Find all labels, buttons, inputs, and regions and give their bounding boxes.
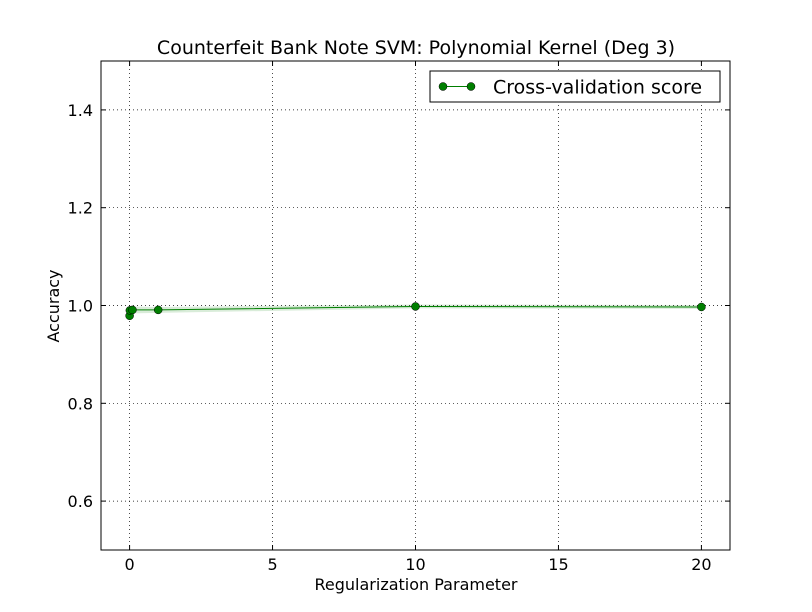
x-tick-label: 20 <box>691 555 711 574</box>
chart-title: Counterfeit Bank Note SVM: Polynomial Ke… <box>157 37 675 59</box>
data-point <box>153 305 163 315</box>
ticks-group: 0 5 10 15 20 0.6 0.8 1.0 1.2 1.4 <box>68 61 730 574</box>
plot-frame <box>100 60 731 551</box>
legend-label: Cross-validation score <box>493 77 702 99</box>
data-point <box>128 305 137 315</box>
y-tick-label: 1.0 <box>68 297 93 316</box>
x-tick-label: 15 <box>548 555 568 574</box>
y-tick-label: 0.8 <box>68 394 93 413</box>
y-tick-label: 1.2 <box>68 199 93 218</box>
data-point <box>411 302 420 311</box>
data-point <box>697 302 706 312</box>
x-tick-label: 10 <box>405 555 425 574</box>
legend-swatch-marker <box>438 82 448 91</box>
legend: Cross-validation score <box>429 70 721 103</box>
series-group <box>125 302 706 321</box>
y-axis-label: Accuracy <box>44 269 63 342</box>
legend-swatch-marker <box>466 82 476 91</box>
y-tick-label: 1.4 <box>68 101 93 120</box>
legend-box <box>429 70 721 103</box>
x-tick-label: 5 <box>267 555 277 574</box>
x-tick-label: 0 <box>124 555 134 574</box>
y-tick-label: 0.6 <box>68 492 93 511</box>
x-axis-label: Regularization Parameter <box>315 575 518 594</box>
